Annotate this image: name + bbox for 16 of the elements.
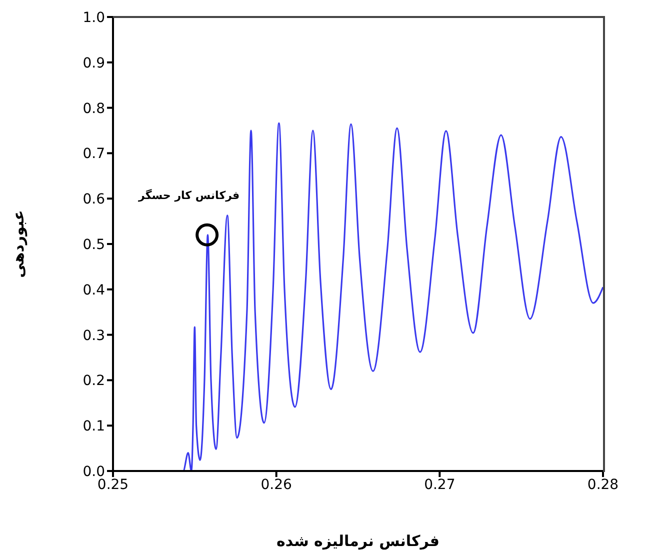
y-tick-label: 1.0 — [82, 10, 105, 26]
x-axis-title: فرکانس نرمالیزه شده — [276, 532, 440, 550]
y-tick-label: 0.2 — [82, 373, 105, 390]
y-tick-label: 0.9 — [82, 55, 105, 72]
y-tick-label: 0.4 — [82, 282, 106, 298]
x-tick-label: 0.27 — [424, 476, 456, 493]
y-axis-title: عبوردهی — [9, 210, 28, 278]
y-tick-label: 0.7 — [82, 146, 105, 162]
annotation: فرکانس کار حسگر — [138, 188, 240, 202]
y-tick-label: 0.8 — [82, 100, 105, 117]
x-tick-label: 0.28 — [587, 476, 619, 493]
y-tick-label: 0.1 — [82, 418, 105, 435]
y-tick-label: 0.6 — [82, 192, 106, 208]
y-tick-label: 0.3 — [82, 328, 105, 344]
y-tick-label: 0.5 — [82, 236, 105, 253]
x-tick-label: 0.26 — [260, 476, 292, 493]
